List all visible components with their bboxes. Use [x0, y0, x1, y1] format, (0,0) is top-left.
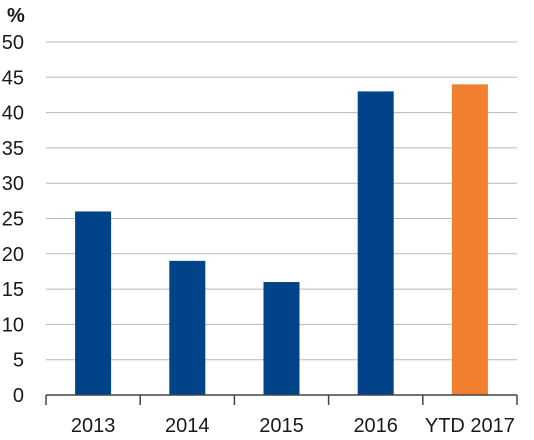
x-tick-label-2015: 2015: [259, 415, 304, 437]
bar-2015: [263, 282, 300, 395]
bar-2014: [169, 260, 206, 395]
bar-2016: [357, 91, 394, 396]
y-tick-label-25: 25: [2, 209, 24, 231]
bars: [75, 84, 488, 396]
y-tick-label-40: 40: [2, 103, 24, 125]
y-axis-unit-label: %: [7, 5, 25, 27]
gridlines: [46, 41, 517, 361]
x-tick-label-2016: 2016: [353, 415, 398, 437]
y-tick-label-20: 20: [2, 244, 24, 266]
y-tick-label-50: 50: [2, 32, 24, 54]
y-tick-label-35: 35: [2, 138, 24, 160]
y-tick-label-0: 0: [13, 385, 24, 407]
bar-2013: [75, 211, 112, 395]
y-tick-label-30: 30: [2, 173, 24, 195]
x-tick-label-2013: 2013: [71, 415, 116, 437]
y-tick-label-5: 5: [13, 350, 24, 372]
x-tick-label-2014: 2014: [165, 415, 210, 437]
x-tick-label-ytd-2017: YTD 2017: [425, 415, 515, 437]
y-tick-label-15: 15: [2, 279, 24, 301]
bar-ytd-2017: [451, 84, 488, 396]
y-tick-label-45: 45: [2, 67, 24, 89]
axes: 0 5 10 15 20 25 30 35 40 45 50 2013 2014 2015 2016 YTD …: [2, 32, 518, 437]
y-tick-label-10: 10: [2, 314, 24, 336]
